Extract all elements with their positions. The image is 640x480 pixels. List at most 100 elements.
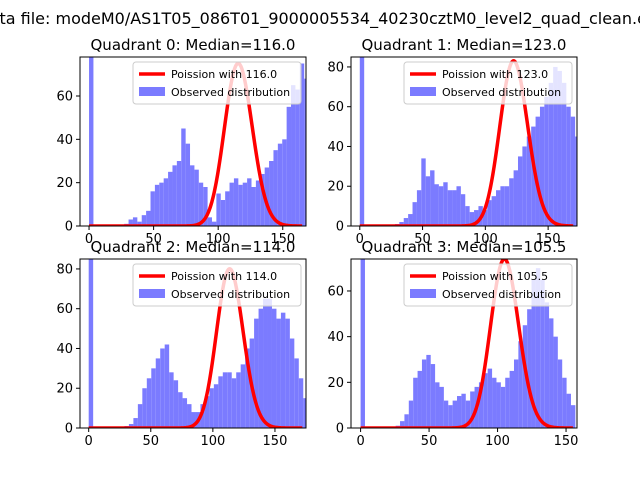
quadrant-title: Quadrant 2: Median=114.0 [91, 238, 296, 256]
histogram-bar [231, 378, 237, 428]
histogram-bar [222, 372, 228, 428]
legend-bar-swatch [139, 289, 165, 298]
histogram-bar [447, 190, 453, 226]
histogram-bar [294, 358, 299, 428]
histogram-bar [531, 126, 536, 226]
histogram-bar [348, 213, 352, 226]
histogram-bar [561, 82, 567, 226]
histogram-bar [509, 370, 514, 428]
histogram-bar [190, 165, 195, 226]
histogram-bar [557, 359, 563, 428]
y-tick-label: 40 [56, 342, 73, 357]
histogram-bar [438, 186, 444, 226]
plot-area [87, 57, 352, 227]
histogram-bar [553, 66, 558, 226]
histogram-bar [322, 144, 326, 226]
x-tick-label: 150 [263, 434, 288, 449]
histogram-bar [562, 377, 567, 428]
histogram-bar [465, 206, 470, 226]
histogram-bar [408, 400, 414, 428]
x-tick-label: 0 [85, 232, 93, 247]
histogram-bar [430, 364, 436, 428]
histogram-bar [285, 318, 290, 428]
histogram-bar [522, 146, 527, 226]
histogram-bar [540, 279, 545, 428]
legend-bar-swatch [410, 87, 436, 96]
histogram-bar [452, 400, 458, 428]
x-tick-label: 100 [206, 232, 231, 247]
histogram-bar [238, 184, 243, 226]
histogram-bar [203, 187, 208, 226]
y-tick-label: 20 [327, 376, 344, 391]
x-tick-label: 50 [145, 232, 162, 247]
histogram-bar [159, 182, 164, 226]
histogram-bar [88, 259, 94, 428]
histogram-bar [191, 412, 196, 428]
histogram-bar [317, 129, 321, 227]
histogram-bar [269, 161, 274, 226]
histogram-bar [491, 196, 497, 226]
histogram-bar [439, 386, 444, 428]
y-tick-label: 0 [65, 422, 73, 437]
poisson-curve [87, 267, 304, 428]
histogram-bar [209, 388, 214, 428]
histogram-bar [142, 388, 147, 428]
histogram-bar [443, 182, 448, 226]
histogram-bar [128, 219, 133, 226]
histogram-bar [448, 405, 453, 428]
legend-curve-label: Poission with 114.0 [171, 270, 277, 283]
histogram-bar [178, 392, 183, 428]
x-tick-label: 150 [270, 232, 295, 247]
histogram-bar [282, 139, 287, 226]
histogram-bar [225, 191, 230, 226]
histogram-bar [303, 398, 306, 428]
histogram-bar [141, 215, 147, 226]
histogram-bar [229, 182, 234, 226]
histogram-bar [535, 116, 540, 226]
quadrant-3-chart: 0 50 100 150 0 20 40 60 Quadrant 3: Median=105.5… [327, 238, 578, 449]
histogram-bar [137, 221, 142, 226]
histogram-bar [413, 377, 418, 428]
histogram-bar [526, 136, 532, 226]
histogram-bar [240, 364, 246, 428]
histogram-bar [236, 372, 241, 428]
axes-frame [79, 56, 307, 227]
axes-frame [350, 258, 578, 429]
poisson-curve [87, 61, 304, 226]
y-tick-label: 40 [327, 140, 344, 155]
histogram-bar [187, 404, 192, 428]
histogram-bar [298, 378, 304, 428]
histogram-bar [146, 210, 151, 226]
plot-area [359, 259, 576, 428]
histogram-bar [426, 354, 431, 428]
histogram-bar [286, 106, 292, 226]
histogram-bar [513, 170, 518, 226]
y-tick-label: 60 [56, 90, 73, 105]
histogram-bar [553, 336, 558, 428]
x-tick-label: 150 [536, 232, 561, 247]
histogram-bar [151, 368, 156, 428]
histogram-bar [344, 204, 348, 226]
histogram-bar [482, 210, 488, 226]
histogram-bar [496, 382, 501, 428]
histogram-bar [575, 136, 577, 226]
histogram-bar [421, 158, 426, 226]
x-tick-label: 0 [356, 434, 364, 449]
y-tick-label: 60 [327, 100, 344, 115]
histogram-bar [469, 212, 475, 226]
histogram-bar [430, 170, 435, 226]
histogram-bar [593, 216, 597, 226]
y-tick-label: 40 [56, 133, 73, 148]
histogram-bar [163, 178, 169, 226]
x-tick-label: 100 [485, 434, 510, 449]
histogram-bar [570, 405, 576, 428]
quadrant-title: Quadrant 1: Median=123.0 [362, 36, 567, 54]
histogram-bar [456, 186, 461, 226]
histogram-bar [470, 391, 475, 428]
legend-bar-label: Observed distribution [171, 86, 290, 99]
histogram-bar [204, 396, 210, 428]
poisson-curve [359, 259, 574, 428]
histogram-bar [173, 380, 179, 428]
histogram-bar [483, 373, 488, 428]
histogram-bar [133, 418, 138, 428]
